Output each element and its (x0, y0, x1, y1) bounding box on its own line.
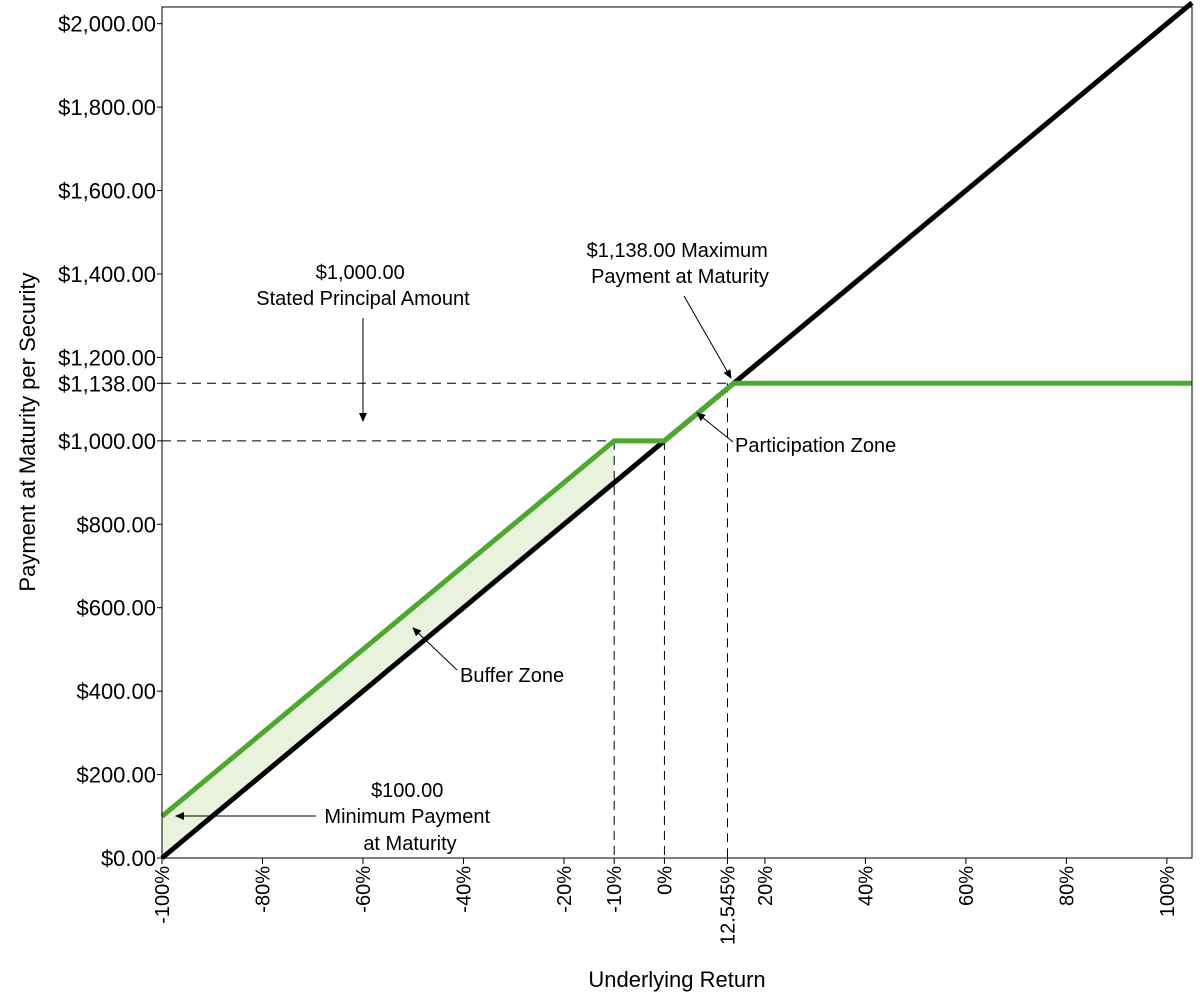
reference-lines (162, 382, 728, 858)
x-tick-label: 12.545% (717, 866, 739, 945)
y-tick-label: $200.00 (76, 763, 156, 788)
annotations: $1,000.00 Stated Principal Amount $1,138… (175, 240, 896, 855)
y-tick-label: $1,200.00 (58, 345, 156, 370)
x-tick-label: 40% (855, 866, 877, 906)
y-tick-label: $800.00 (76, 512, 156, 537)
y-tick-label: $2,000.00 (58, 12, 156, 37)
annotation-participation-zone: Participation Zone (735, 435, 896, 457)
y-tick-label: $1,000.00 (58, 429, 156, 454)
annotation-participation-arrow (696, 412, 734, 443)
x-tick-label: -20% (554, 866, 576, 913)
annotation-minimum-payment: $100.00 Minimum Payment at Maturity (324, 780, 495, 855)
y-axis-ticks: $0.00 $200.00 $400.00 $600.00 $800.00 $1,000.… (58, 12, 162, 871)
annotation-buffer-arrow (412, 627, 458, 671)
plot-frame (161, 6, 1193, 859)
x-axis-ticks: -100% -80% -60% -40% -20% -10% 0% 12.545% 20% 40%… (152, 858, 1179, 945)
y-tick-label: $600.00 (76, 596, 156, 621)
payment-at-maturity-line (160, 380, 1192, 819)
x-tick-label: -40% (453, 866, 475, 913)
y-axis-title: Payment at Maturity per Security (15, 272, 40, 591)
x-tick-label: 0% (654, 866, 676, 895)
buffer-zone-area (162, 440, 615, 858)
annotation-buffer-zone: Buffer Zone (460, 665, 564, 687)
annotation-max-payment: $1,138.00 Maximum Payment at Maturity (587, 240, 774, 288)
x-tick-label: 100% (1157, 866, 1179, 917)
x-tick-label: -60% (353, 866, 375, 913)
y-tick-label: $400.00 (76, 679, 156, 704)
series-lines (160, 0, 1194, 860)
x-tick-label: -100% (152, 866, 174, 924)
y-tick-label: $1,400.00 (58, 262, 156, 287)
x-tick-label: -80% (252, 866, 274, 913)
annotation-principal: $1,000.00 Stated Principal Amount (256, 262, 470, 310)
x-axis-title: Underlying Return (588, 967, 765, 992)
buffer-zone-fill (162, 440, 615, 858)
y-tick-label: $1,138.00 (58, 371, 156, 396)
y-tick-label: $0.00 (101, 846, 156, 871)
x-tick-label: -10% (604, 866, 626, 913)
y-tick-label: $1,600.00 (58, 179, 156, 204)
annotation-max-payment-arrow (683, 295, 732, 379)
x-tick-label: 20% (755, 866, 777, 906)
x-tick-label: 60% (956, 866, 978, 906)
y-tick-label: $1,800.00 (58, 95, 156, 120)
x-tick-label: 80% (1056, 866, 1078, 906)
